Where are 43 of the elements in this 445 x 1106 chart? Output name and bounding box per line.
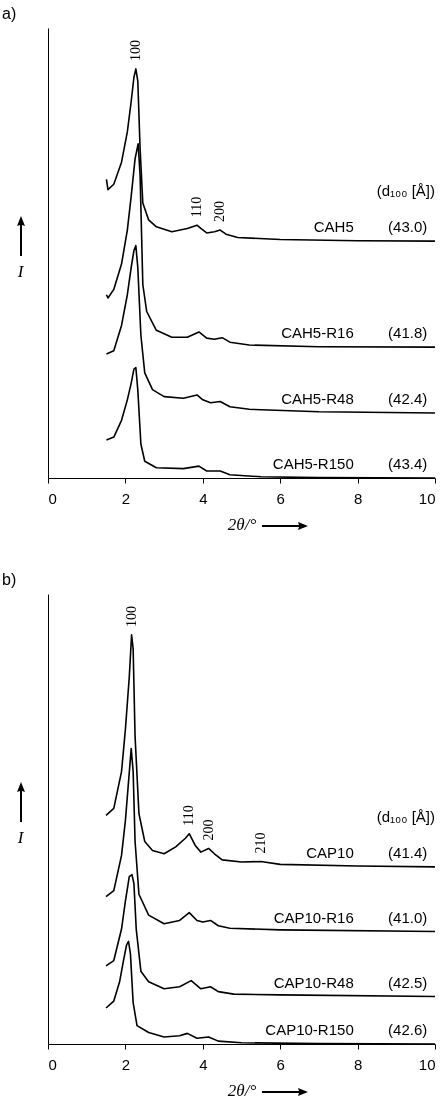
series-label: CAP10 bbox=[306, 843, 354, 861]
annotation: (41.8) bbox=[388, 324, 428, 342]
annotation: 110 bbox=[188, 196, 204, 218]
annotation: (41.4) bbox=[388, 843, 428, 861]
y-axis-title: I bbox=[16, 827, 25, 847]
annotation: 200 bbox=[212, 201, 228, 223]
annotation: (42.4) bbox=[388, 389, 428, 407]
annotation: 200 bbox=[200, 819, 216, 841]
annotation: 110 bbox=[181, 805, 197, 826]
series-label: CAH5 bbox=[313, 218, 354, 236]
y-axis-title: I bbox=[16, 261, 25, 281]
x-tick-label: 0 bbox=[48, 1055, 57, 1073]
x-tick-label: 4 bbox=[199, 489, 208, 507]
chart-title: a) bbox=[2, 5, 17, 22]
x-tick-label: 0 bbox=[48, 489, 57, 507]
x-tick-label: 2 bbox=[121, 489, 131, 507]
series-label: CAH5-R48 bbox=[281, 389, 354, 407]
annotation: 210 bbox=[252, 832, 268, 854]
series-label: CAH5-R150 bbox=[272, 455, 354, 472]
annotation: (42.5) bbox=[388, 973, 428, 991]
annotation: (43.4) bbox=[388, 455, 428, 472]
annotation: (42.6) bbox=[388, 1021, 428, 1038]
x-tick-label: 6 bbox=[276, 1055, 285, 1073]
annotation: (41.0) bbox=[388, 908, 428, 926]
x-tick-label: 10 bbox=[418, 489, 436, 507]
x-axis-title: 2θ/° bbox=[227, 1080, 257, 1100]
x-tick-label: 4 bbox=[199, 1055, 208, 1073]
x-tick-label: 2 bbox=[121, 1055, 131, 1073]
annotation: 100 bbox=[123, 605, 139, 627]
annotation: 100 bbox=[127, 39, 143, 61]
x-tick-label: 8 bbox=[353, 489, 363, 507]
annotation: (d₁₀₀ [Å]) bbox=[376, 807, 435, 825]
chart-title: b) bbox=[2, 571, 17, 588]
x-tick-label: 10 bbox=[418, 1055, 436, 1073]
series-label: CAP10-R48 bbox=[273, 973, 354, 991]
x-tick-label: 6 bbox=[276, 489, 285, 507]
annotation: (43.0) bbox=[388, 218, 428, 236]
series-label: CAH5-R16 bbox=[281, 324, 354, 342]
series-label: CAP10-R16 bbox=[273, 908, 354, 926]
series-label: CAP10-R150 bbox=[265, 1021, 354, 1038]
annotation: (d₁₀₀ [Å]) bbox=[376, 182, 435, 200]
x-axis-title: 2θ/° bbox=[227, 514, 257, 534]
x-tick-label: 8 bbox=[353, 1055, 363, 1073]
